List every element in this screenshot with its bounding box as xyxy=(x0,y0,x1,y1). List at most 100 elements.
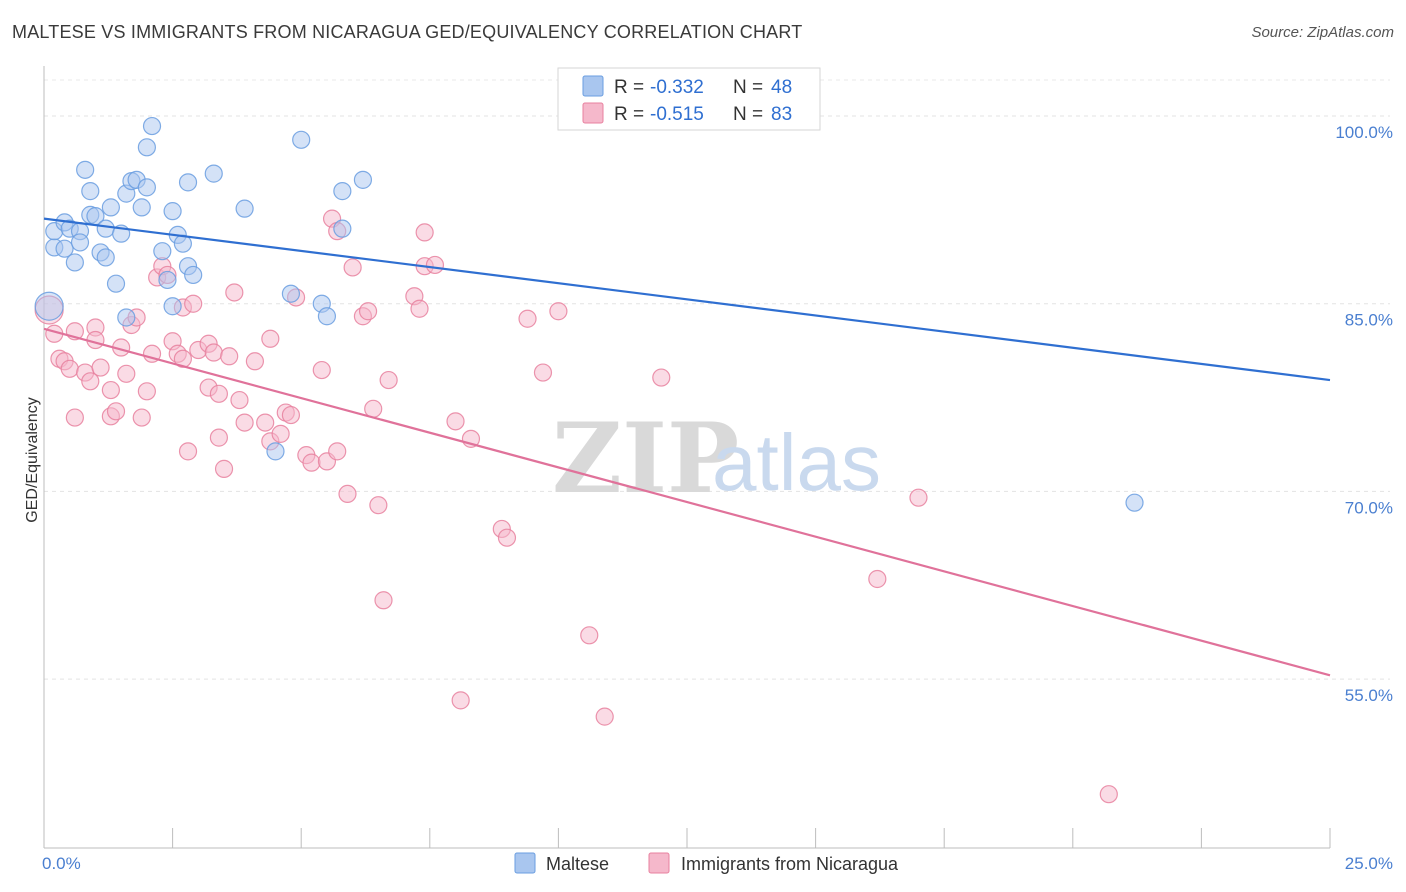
nicaragua-point xyxy=(60,359,79,378)
nicaragua-point xyxy=(595,707,614,726)
maltese-point xyxy=(137,178,156,197)
maltese-point xyxy=(76,160,95,179)
maltese-point xyxy=(142,116,162,136)
y-tick-label: 100.0% xyxy=(1335,123,1393,142)
nicaragua-point xyxy=(410,299,429,318)
nicaragua-point xyxy=(271,424,290,443)
nicaragua-point xyxy=(343,258,362,277)
nicaragua-point xyxy=(209,428,228,447)
maltese-point xyxy=(204,164,223,183)
nicaragua-point xyxy=(256,413,275,432)
nicaragua-point xyxy=(132,408,151,427)
legend-r-value: -0.332 xyxy=(650,77,704,98)
nicaragua-point xyxy=(225,283,244,302)
maltese-point xyxy=(281,284,301,303)
maltese-point xyxy=(1125,493,1144,512)
nicaragua-point xyxy=(209,384,228,403)
y-tick-label: 55.0% xyxy=(1345,686,1393,705)
nicaragua-point xyxy=(451,691,470,710)
maltese-point xyxy=(235,199,254,218)
maltese-point xyxy=(292,130,311,149)
nicaragua-point xyxy=(446,412,465,431)
nicaragua-point xyxy=(374,591,393,610)
maltese-point xyxy=(317,307,337,326)
maltese-point xyxy=(158,270,177,290)
legend-n-label: N = xyxy=(733,104,763,125)
trend-lines xyxy=(43,217,1331,677)
nicaragua-point xyxy=(518,309,537,328)
maltese-point xyxy=(96,219,115,238)
maltese-point xyxy=(353,170,373,189)
correlation-legend: R = -0.332 N = 48 R = -0.515 N = 83 xyxy=(557,67,821,131)
nicaragua-point xyxy=(261,329,280,348)
maltese-point xyxy=(266,442,285,461)
nicaragua-point xyxy=(214,459,234,478)
nicaragua-point xyxy=(379,370,398,390)
nicaragua-point xyxy=(580,626,599,645)
nicaragua-point xyxy=(281,405,301,425)
nicaragua-point xyxy=(184,294,203,313)
nicaragua-point xyxy=(230,390,249,410)
nicaragua-point xyxy=(65,408,84,427)
nicaragua-point xyxy=(1099,785,1118,804)
maltese-point xyxy=(106,274,126,293)
nicaragua-point xyxy=(302,453,321,472)
watermark-atlas: atlas xyxy=(712,418,881,507)
nicaragua-trend-line xyxy=(43,327,1331,677)
nicaragua-point xyxy=(369,496,388,515)
legend-label-nicaragua[interactable]: Immigrants from Nicaragua xyxy=(681,854,899,874)
maltese-trend-line xyxy=(43,217,1331,382)
nicaragua-point xyxy=(117,364,136,383)
x-tick-label: 25.0% xyxy=(1345,854,1393,873)
nicaragua-point xyxy=(652,368,671,387)
legend-swatch-nicaragua[interactable] xyxy=(648,852,670,874)
nicaragua-point xyxy=(81,372,100,391)
maltese-point xyxy=(117,308,136,327)
source-credit: Source: ZipAtlas.com xyxy=(1251,24,1394,41)
axes xyxy=(43,66,1331,849)
maltese-point xyxy=(55,239,74,258)
watermark-zip: ZIP xyxy=(552,402,739,515)
nicaragua-point xyxy=(235,413,254,432)
legend-r-label: R = xyxy=(614,77,644,98)
maltese-point xyxy=(333,219,352,238)
chart-title: MALTESE VS IMMIGRANTS FROM NICARAGUA GED… xyxy=(12,22,803,42)
maltese-point xyxy=(333,182,352,201)
y-axis-label: GED/Equivalency xyxy=(24,397,41,522)
nicaragua-point xyxy=(549,302,568,321)
nicaragua-point xyxy=(868,569,887,589)
maltese-point xyxy=(65,253,84,272)
nicaragua-point xyxy=(245,352,265,371)
maltese-point xyxy=(184,265,203,285)
nicaragua-point xyxy=(91,358,110,377)
maltese-point xyxy=(132,198,151,217)
nicaragua-point xyxy=(220,347,239,366)
watermark: ZIP atlas xyxy=(552,402,881,515)
legend-n-label: N = xyxy=(733,77,763,98)
maltese-point xyxy=(178,173,198,192)
maltese-point xyxy=(101,198,120,217)
y-tick-label: 70.0% xyxy=(1345,498,1393,517)
legend-n-value: 48 xyxy=(771,77,792,98)
nicaragua-point xyxy=(204,343,223,362)
nicaragua-point xyxy=(106,402,126,421)
nicaragua-point xyxy=(425,255,445,275)
legend-label-maltese[interactable]: Maltese xyxy=(546,854,609,874)
legend-n-value: 83 xyxy=(771,104,792,125)
maltese-point xyxy=(137,138,156,157)
maltese-point xyxy=(70,233,90,252)
maltese-point xyxy=(81,182,100,201)
y-tick-label: 85.0% xyxy=(1345,311,1393,330)
maltese-point xyxy=(34,291,64,321)
nicaragua-point xyxy=(101,380,120,400)
nicaragua-point xyxy=(312,360,331,380)
nicaragua-point xyxy=(328,442,347,461)
nicaragua-point xyxy=(497,528,517,547)
maltese-point xyxy=(96,248,115,267)
legend-swatch-maltese[interactable] xyxy=(514,852,536,874)
maltese-point xyxy=(163,297,182,316)
nicaragua-point xyxy=(533,363,553,382)
legend-r-value: -0.515 xyxy=(650,104,704,125)
nicaragua-point xyxy=(178,442,198,461)
